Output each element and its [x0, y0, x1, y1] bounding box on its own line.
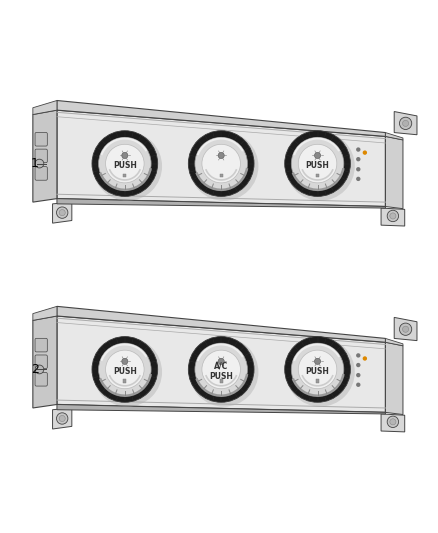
- Circle shape: [356, 373, 360, 377]
- Circle shape: [188, 131, 254, 197]
- Circle shape: [59, 415, 65, 422]
- Circle shape: [106, 350, 144, 389]
- Circle shape: [285, 131, 350, 197]
- Polygon shape: [33, 316, 57, 408]
- Circle shape: [314, 358, 321, 365]
- Circle shape: [285, 336, 350, 402]
- Circle shape: [122, 152, 128, 158]
- Polygon shape: [394, 317, 417, 341]
- Circle shape: [189, 132, 258, 201]
- Circle shape: [35, 365, 44, 374]
- Text: 2: 2: [31, 363, 39, 376]
- Circle shape: [298, 350, 337, 389]
- Circle shape: [356, 167, 360, 172]
- FancyBboxPatch shape: [35, 338, 47, 352]
- Polygon shape: [57, 316, 385, 413]
- Circle shape: [356, 177, 360, 181]
- Polygon shape: [57, 405, 385, 414]
- Circle shape: [387, 416, 399, 427]
- Polygon shape: [385, 338, 403, 346]
- Circle shape: [57, 207, 68, 219]
- Circle shape: [390, 213, 396, 219]
- Circle shape: [195, 138, 247, 190]
- Circle shape: [298, 144, 337, 183]
- FancyBboxPatch shape: [35, 149, 47, 163]
- Circle shape: [59, 209, 65, 216]
- Polygon shape: [33, 101, 57, 115]
- Circle shape: [286, 337, 355, 407]
- Polygon shape: [57, 306, 385, 342]
- Circle shape: [106, 144, 144, 183]
- Polygon shape: [57, 110, 385, 206]
- Circle shape: [93, 337, 162, 407]
- Circle shape: [195, 343, 247, 395]
- Circle shape: [356, 383, 360, 387]
- FancyBboxPatch shape: [35, 133, 47, 146]
- Polygon shape: [53, 202, 72, 223]
- Circle shape: [286, 132, 355, 201]
- Circle shape: [403, 120, 409, 126]
- Circle shape: [189, 337, 258, 407]
- FancyBboxPatch shape: [124, 174, 126, 176]
- Text: PUSH: PUSH: [113, 161, 137, 170]
- Circle shape: [99, 343, 151, 395]
- Circle shape: [92, 336, 158, 402]
- Polygon shape: [33, 306, 57, 320]
- Circle shape: [390, 419, 396, 425]
- Polygon shape: [381, 414, 405, 432]
- Circle shape: [188, 336, 254, 402]
- Circle shape: [314, 152, 321, 158]
- FancyBboxPatch shape: [220, 379, 223, 383]
- FancyBboxPatch shape: [124, 379, 126, 383]
- FancyBboxPatch shape: [35, 355, 47, 368]
- Text: 1: 1: [31, 157, 39, 170]
- Circle shape: [399, 117, 412, 130]
- Text: A/C
PUSH: A/C PUSH: [209, 361, 233, 381]
- Circle shape: [356, 353, 360, 358]
- Polygon shape: [33, 110, 57, 202]
- Circle shape: [93, 132, 162, 201]
- Circle shape: [35, 159, 44, 168]
- FancyBboxPatch shape: [35, 167, 47, 180]
- Circle shape: [92, 131, 158, 197]
- Text: PUSH: PUSH: [113, 367, 137, 376]
- Text: PUSH: PUSH: [306, 161, 329, 170]
- Polygon shape: [381, 208, 405, 226]
- Circle shape: [356, 157, 360, 161]
- Circle shape: [99, 138, 151, 190]
- Polygon shape: [394, 111, 417, 135]
- Polygon shape: [53, 408, 72, 429]
- FancyBboxPatch shape: [220, 174, 223, 176]
- FancyBboxPatch shape: [316, 174, 319, 176]
- Circle shape: [218, 152, 224, 158]
- FancyBboxPatch shape: [35, 373, 47, 386]
- Circle shape: [291, 138, 344, 190]
- Circle shape: [291, 343, 344, 395]
- Circle shape: [363, 356, 367, 361]
- Polygon shape: [57, 199, 385, 208]
- Polygon shape: [385, 136, 403, 209]
- Circle shape: [122, 358, 128, 365]
- Polygon shape: [57, 101, 385, 136]
- Circle shape: [387, 210, 399, 222]
- FancyBboxPatch shape: [316, 379, 319, 383]
- Circle shape: [57, 413, 68, 424]
- Circle shape: [403, 326, 409, 332]
- Circle shape: [356, 363, 360, 367]
- Circle shape: [218, 358, 224, 365]
- Circle shape: [399, 323, 412, 335]
- Polygon shape: [385, 342, 403, 415]
- Polygon shape: [385, 133, 403, 140]
- Circle shape: [363, 150, 367, 155]
- Circle shape: [356, 147, 360, 152]
- Text: PUSH: PUSH: [306, 367, 329, 376]
- Circle shape: [202, 350, 240, 389]
- Circle shape: [202, 144, 240, 183]
